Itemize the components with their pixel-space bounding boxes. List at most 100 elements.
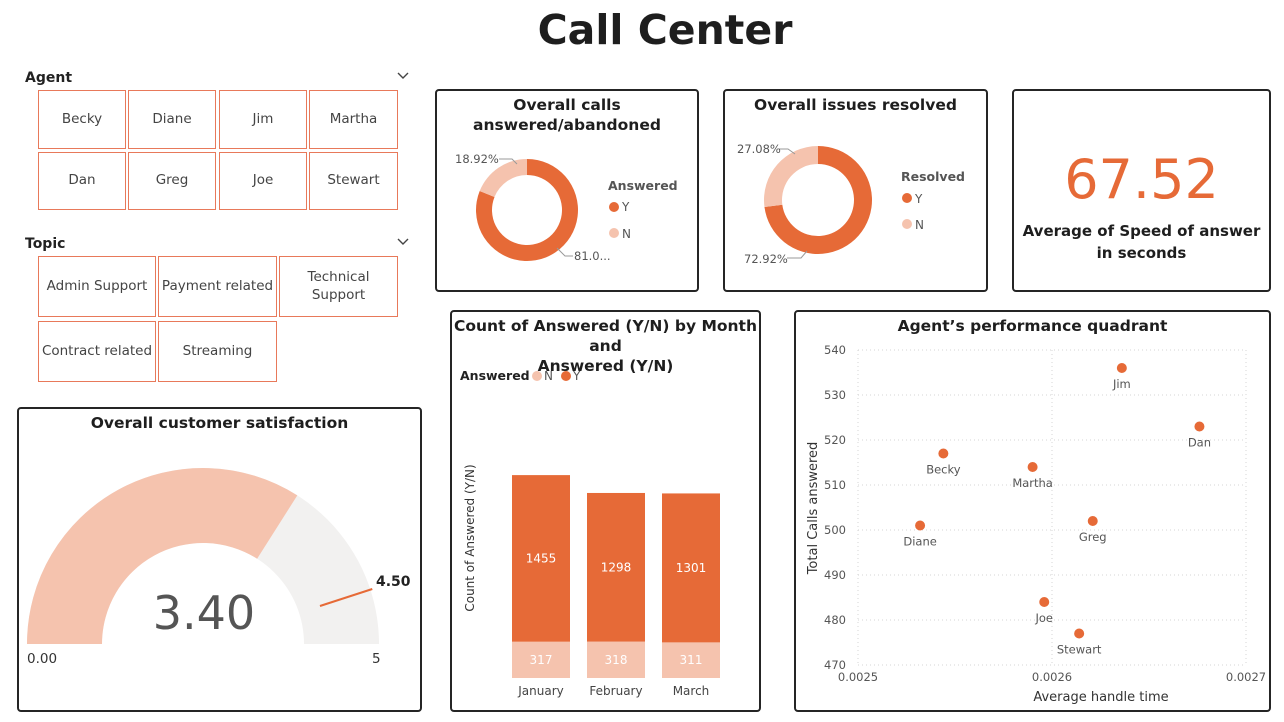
scatter-point-joe[interactable] [1039, 597, 1050, 607]
agent-chevron-down-icon[interactable] [397, 70, 409, 82]
speed-of-answer-card[interactable]: 67.52 Average of Speed of answer in seco… [1012, 89, 1271, 292]
bar-segment-n[interactable] [587, 641, 645, 678]
month-legend-title: Answered [460, 368, 530, 383]
resolved-legend-n[interactable]: N [915, 218, 924, 232]
topic-slicer-tile[interactable]: Payment related [158, 256, 277, 317]
bar-category-label: March [673, 684, 710, 698]
bar-category-label: January [517, 684, 564, 698]
answered-legend-y[interactable]: Y [621, 200, 630, 214]
resolved-donut-card[interactable]: Overall issues resolved 27.08% 72.92% Re… [723, 89, 988, 292]
y-tick-label: 470 [824, 658, 846, 672]
topic-chevron-down-icon[interactable] [397, 236, 409, 248]
resolved-donut-slice[interactable] [764, 146, 818, 208]
answered-donut-title: Overall calls answered/abandoned [473, 96, 661, 135]
agent-slicer-tile[interactable]: Martha [309, 90, 398, 149]
resolved-n-label: 27.08% [737, 142, 781, 156]
answered-legend-n[interactable]: N [622, 227, 631, 241]
resolved-donut-slice[interactable] [764, 146, 872, 254]
agent-slicer-tile[interactable]: Jim [219, 90, 307, 149]
answered-donut-card[interactable]: Overall calls answered/abandoned 18.92% … [435, 89, 699, 292]
resolved-donut-slices [764, 146, 872, 254]
month-bar-card[interactable]: Count of Answered (Y/N) by Month and Ans… [450, 310, 761, 712]
bar-segment-y[interactable] [662, 493, 720, 643]
page-title: Call Center [537, 6, 793, 54]
scatter-point-label: Dan [1188, 436, 1211, 450]
month-bar-title: Count of Answered (Y/N) by Month and Ans… [454, 317, 757, 376]
bar-data-label-y: 1455 [526, 551, 557, 565]
topic-slicer-tile[interactable]: Admin Support [38, 256, 156, 317]
topic-slicer-header: Topic [25, 236, 66, 252]
resolved-legend-n-marker [902, 219, 912, 229]
scatter-point-greg[interactable] [1087, 516, 1098, 526]
bar-data-label-n: 318 [605, 653, 628, 667]
scatter-plot-area: 470 480 490 500 510 520 530 540 0.0025 0.0026 0.00… [824, 343, 1266, 684]
agent-slicer-tile[interactable]: Dan [38, 152, 126, 210]
resolved-legend-y-marker [902, 193, 912, 203]
agent-slicer-tile[interactable]: Stewart [309, 152, 398, 210]
month-bars: 1455 317 January 1298 318 February 1301 311 Marc… [512, 475, 720, 698]
bar-segment-y[interactable] [587, 492, 645, 642]
resolved-donut-chart: 27.08% 72.92% Resolved Y N [737, 142, 965, 266]
answered-donut-chart: 18.92% 81.0... Answered Y N [455, 152, 678, 263]
scatter-point-label: Diane [903, 535, 936, 549]
legend-n-marker [609, 228, 619, 238]
quadrant-scatter-card[interactable]: Agent’s performance quadrant 470 480 490 50… [794, 310, 1271, 712]
bar-data-label-y: 1298 [601, 560, 632, 574]
scatter-point-dan[interactable] [1194, 421, 1205, 432]
agent-slicer-tile[interactable]: Becky [38, 90, 126, 149]
month-bar-chart: Answered N Y Count of Answered (Y/N) 145… [460, 368, 720, 698]
y-tick-label: 530 [824, 388, 846, 402]
y-tick-label: 520 [824, 433, 846, 447]
resolved-legend-y[interactable]: Y [914, 192, 923, 206]
satisfaction-gauge-card[interactable]: Overall customer satisfaction 3.40 0.00 … [17, 407, 422, 712]
scatter-point-diane[interactable] [915, 520, 926, 531]
x-tick-label: 0.0027 [1226, 670, 1266, 684]
y-tick-label: 540 [824, 343, 846, 357]
y-tick-label: 480 [824, 613, 846, 627]
scatter-point-label: Stewart [1057, 643, 1102, 657]
topic-slicer-tile[interactable]: Contract related [38, 321, 156, 382]
legend-y-marker [609, 202, 619, 212]
answered-donut-slices [476, 159, 578, 261]
resolved-n-leader [779, 148, 796, 155]
quadrant-x-axis-label: Average handle time [1033, 690, 1168, 705]
answered-n-leader [499, 158, 518, 165]
bar-category-label: February [589, 684, 642, 698]
answered-y-label: 81.0... [574, 249, 611, 263]
satisfaction-gauge: 3.40 0.00 5 4.50 [27, 468, 411, 667]
scatter-point-stewart[interactable] [1074, 628, 1085, 639]
resolved-y-leader [787, 250, 808, 259]
topic-slicer-tile[interactable]: Streaming [158, 321, 277, 382]
agent-slicer-tile[interactable]: Joe [219, 152, 307, 210]
gauge-arcs [27, 468, 379, 644]
speed-label: Average of Speed of answer in seconds [1022, 222, 1261, 262]
quadrant-scatter-chart: 470 480 490 500 510 520 530 540 0.0025 0.0026 0.00… [806, 343, 1266, 705]
answered-donut-slice[interactable] [476, 159, 578, 261]
bar-segment-n[interactable] [662, 642, 720, 678]
speed-value: 67.52 [1064, 148, 1219, 211]
agent-slicer-tile[interactable]: Greg [128, 152, 216, 210]
answered-donut-slice[interactable] [479, 159, 527, 197]
month-legend-y-marker [561, 371, 571, 381]
gauge-value: 3.40 [153, 586, 255, 640]
month-legend-y[interactable]: Y [572, 369, 581, 383]
gauge-target-marker [319, 588, 373, 607]
agent-slicer-tile[interactable]: Diane [128, 90, 216, 149]
scatter-point-jim[interactable] [1116, 363, 1127, 373]
month-legend-n[interactable]: N [544, 369, 553, 383]
y-tick-label: 500 [824, 523, 846, 537]
bar-segment-n[interactable] [512, 641, 570, 678]
scatter-point-becky[interactable] [938, 448, 949, 459]
scatter-point-martha[interactable] [1027, 462, 1038, 472]
y-tick-label: 490 [824, 568, 846, 582]
x-tick-label: 0.0026 [1032, 670, 1072, 684]
x-tick-label: 0.0025 [838, 670, 878, 684]
resolved-donut-title: Overall issues resolved [754, 96, 957, 114]
scatter-point-label: Greg [1079, 530, 1107, 544]
bar-segment-y[interactable] [512, 475, 570, 642]
month-y-axis-label: Count of Answered (Y/N) [463, 464, 477, 611]
topic-slicer-tile[interactable]: Technical Support [279, 256, 398, 317]
agent-slicer-header: Agent [25, 70, 73, 86]
answered-y-leader [556, 247, 573, 257]
scatter-point-label: Jim [1112, 377, 1131, 391]
